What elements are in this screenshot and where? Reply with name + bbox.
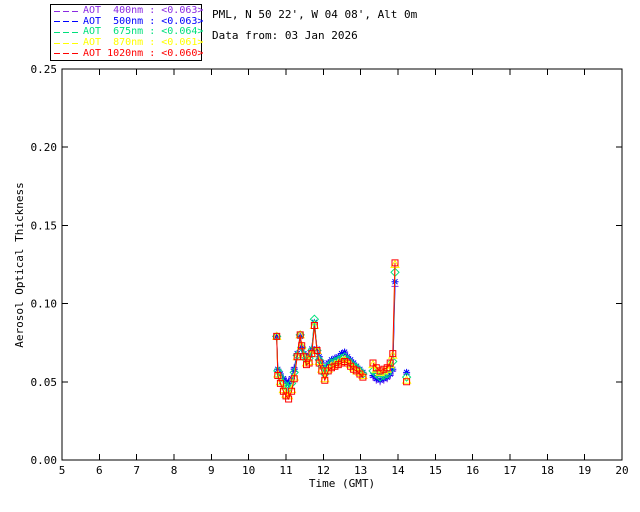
legend-item-870nm: AOT 870nm : <0.061> bbox=[53, 38, 203, 49]
station-location-text: PML, N 50 22', W 04 08', Alt 0m bbox=[212, 8, 418, 21]
data-date-text: Data from: 03 Jan 2026 bbox=[212, 29, 358, 42]
legend-item-675nm: AOT 675nm : <0.064> bbox=[53, 27, 203, 38]
legend-item-label: AOT 870nm : <0.061> bbox=[83, 37, 204, 49]
x-tick-label: 19 bbox=[578, 464, 591, 477]
legend-item-1020nm: AOT 1020nm : <0.060> bbox=[53, 48, 203, 59]
legend-dash-swatch bbox=[54, 10, 78, 12]
station-header: PML, N 50 22', W 04 08', Alt 0m Data fro… bbox=[212, 4, 417, 46]
y-tick-label: 0.25 bbox=[31, 63, 58, 76]
x-tick-label: 14 bbox=[391, 464, 405, 477]
x-tick-label: 15 bbox=[429, 464, 442, 477]
y-tick-label: 0.15 bbox=[31, 219, 58, 232]
x-tick-label: 9 bbox=[208, 464, 215, 477]
y-tick-label: 0.20 bbox=[31, 141, 58, 154]
x-tick-label: 12 bbox=[317, 464, 330, 477]
x-tick-label: 8 bbox=[171, 464, 178, 477]
tick-labels: 5 6 7 8 9 10 11 12 13 14 15 16 17 18 19 20 0.00 0.05 0.10 0… bbox=[31, 63, 629, 477]
y-tick-label: 0.10 bbox=[31, 298, 58, 311]
x-tick-label: 16 bbox=[466, 464, 479, 477]
x-tick-label: 17 bbox=[503, 464, 516, 477]
data-point-markers bbox=[273, 259, 411, 403]
legend-dash-swatch bbox=[54, 21, 78, 23]
legend-item-400nm: AOT 400nm : <0.063> bbox=[53, 6, 203, 17]
y-axis-title: Aerosol Optical Thickness bbox=[13, 182, 26, 348]
x-tick-label: 5 bbox=[59, 464, 66, 477]
legend-item-label: AOT 500nm : <0.063> bbox=[83, 15, 204, 27]
legend-dash-swatch bbox=[54, 53, 78, 55]
legend-dash-swatch bbox=[54, 31, 78, 33]
legend-item-label: AOT 400nm : <0.063> bbox=[83, 5, 204, 17]
y-tick-label: 0.00 bbox=[31, 454, 58, 467]
series-1020nm bbox=[273, 259, 411, 403]
axis-frame bbox=[61, 68, 623, 461]
x-tick-label: 18 bbox=[541, 464, 554, 477]
x-tick-label: 11 bbox=[279, 464, 292, 477]
x-tick-label: 13 bbox=[354, 464, 367, 477]
legend-dash-swatch bbox=[54, 42, 78, 44]
legend-item-label: AOT 1020nm : <0.060> bbox=[83, 47, 204, 59]
x-tick-label: 10 bbox=[242, 464, 255, 477]
legend-item-500nm: AOT 500nm : <0.063> bbox=[53, 16, 203, 28]
x-axis-title: Time (GMT) bbox=[308, 477, 376, 490]
x-tick-label: 7 bbox=[133, 464, 140, 477]
legend: AOT 400nm : <0.063> AOT 500nm : <0.063> AO… bbox=[50, 4, 203, 61]
legend-item-label: AOT 675nm : <0.064> bbox=[83, 26, 204, 38]
x-tick-label: 20 bbox=[615, 464, 628, 477]
y-tick-label: 0.05 bbox=[31, 376, 58, 389]
x-tick-label: 6 bbox=[96, 464, 103, 477]
